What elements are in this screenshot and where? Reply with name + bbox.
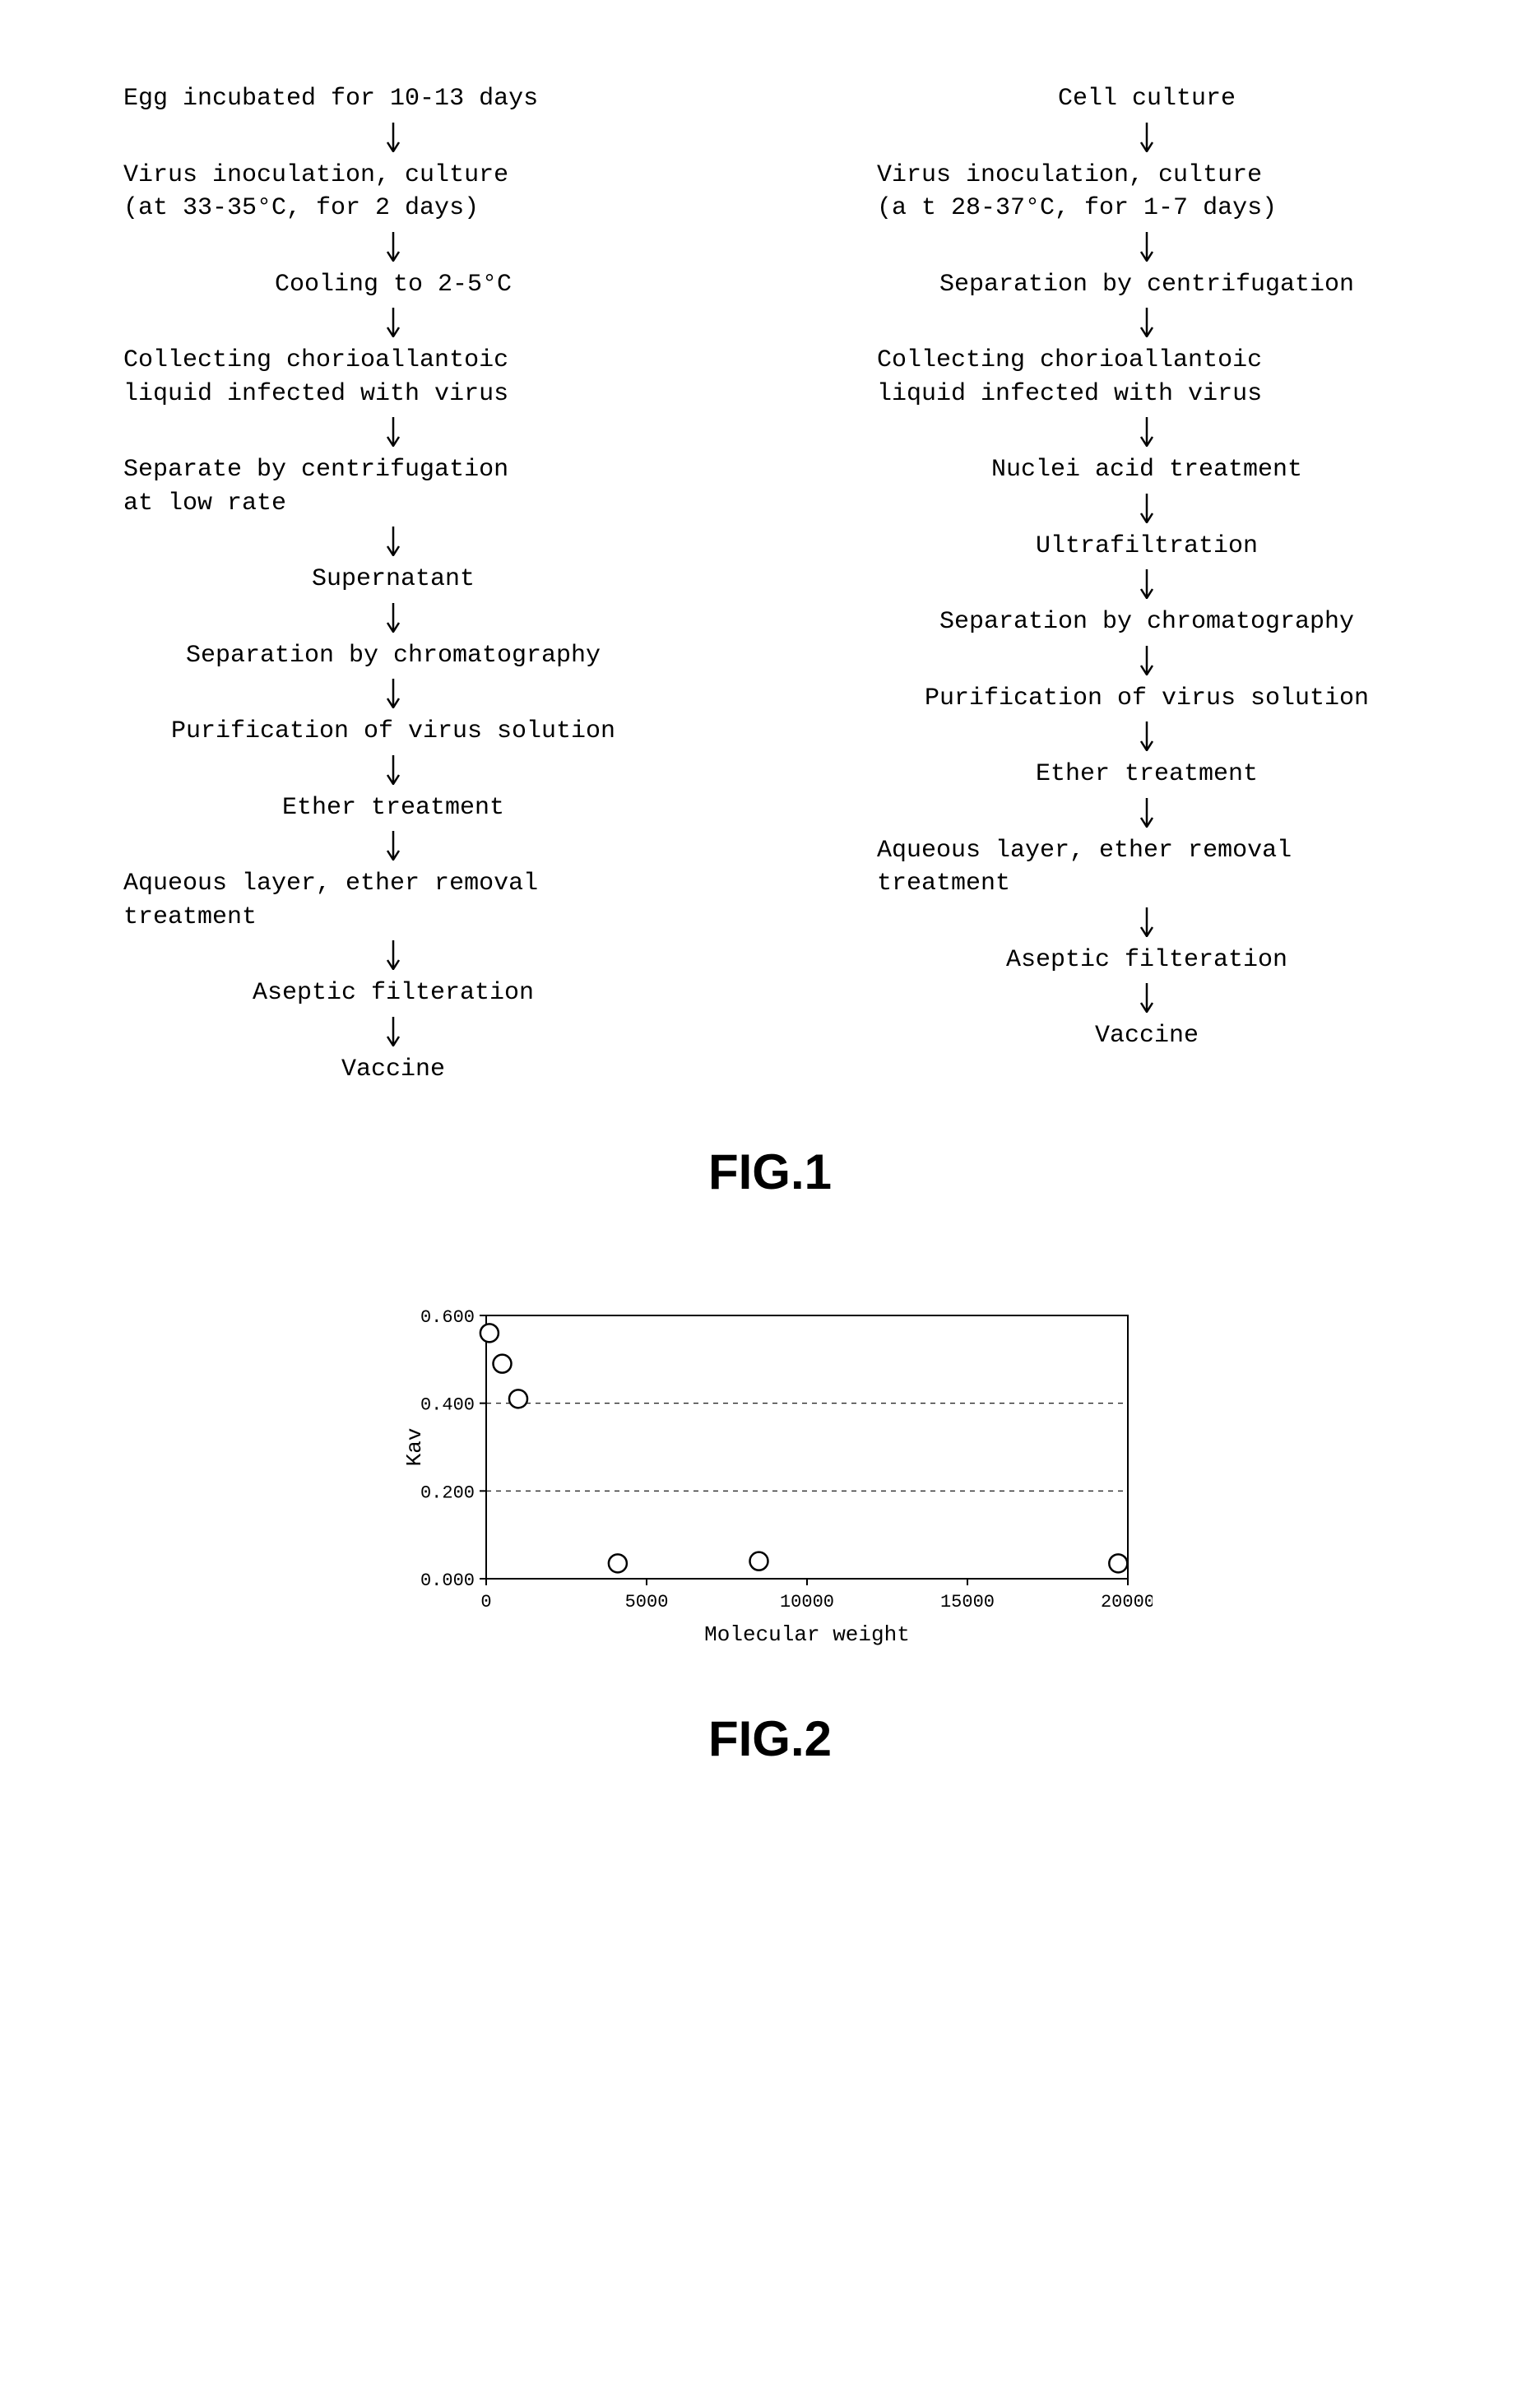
- flow-arrow-icon: [1139, 123, 1155, 152]
- flow-arrow-icon: [385, 1017, 401, 1046]
- flow-node: Nuclei acid treatment: [991, 453, 1302, 487]
- flow-node: Egg incubated for 10-13 days: [99, 82, 538, 116]
- flow-arrow-icon: [1139, 798, 1155, 828]
- flow-node: Vaccine: [1095, 1019, 1199, 1053]
- flow-node: Purification of virus solution: [925, 682, 1369, 716]
- flow-arrow-icon: [385, 940, 401, 970]
- flow-node: Ultrafiltration: [1036, 530, 1258, 564]
- figure-1-container: Egg incubated for 10-13 days Virus inocu…: [99, 82, 1441, 1200]
- y-tick-label: 0.600: [420, 1307, 475, 1328]
- flow-node: Vaccine: [341, 1053, 445, 1087]
- flow-arrow-icon: [385, 123, 401, 152]
- flow-arrow-icon: [1139, 721, 1155, 751]
- plot-area: [486, 1315, 1128, 1579]
- flow-node: Separate by centrifugation at low rate: [99, 453, 508, 520]
- x-tick-label: 20000: [1101, 1592, 1153, 1612]
- y-tick-label: 0.000: [420, 1570, 475, 1591]
- flow-arrow-icon: [385, 527, 401, 556]
- figure-2-container: 0.000 0.200 0.400 0.600 0 5000 10000 15000 20000…: [99, 1299, 1441, 1767]
- x-tick-label: 15000: [940, 1592, 995, 1612]
- flowcharts-wrapper: Egg incubated for 10-13 days Virus inocu…: [99, 82, 1441, 1086]
- data-point: [480, 1324, 499, 1342]
- flow-arrow-icon: [385, 417, 401, 447]
- data-point: [750, 1552, 768, 1570]
- scatter-chart: 0.000 0.200 0.400 0.600 0 5000 10000 15000 20000…: [387, 1299, 1153, 1653]
- flow-node: Collecting chorioallantoic liquid infect…: [99, 344, 508, 411]
- flow-node: Ether treatment: [282, 791, 504, 825]
- flow-arrow-icon: [1139, 494, 1155, 523]
- x-tick-label: 5000: [625, 1592, 669, 1612]
- flow-arrow-icon: [1139, 308, 1155, 337]
- flow-arrow-icon: [1139, 417, 1155, 447]
- flow-node: Separation by chromatography: [939, 605, 1354, 639]
- flow-arrow-icon: [385, 308, 401, 337]
- flow-node: Separation by chromatography: [186, 639, 601, 673]
- flow-arrow-icon: [1139, 646, 1155, 675]
- flow-node: Aqueous layer, ether removal treatment: [99, 867, 538, 934]
- flow-node: Cooling to 2-5°C: [275, 268, 512, 302]
- x-axis-label: Molecular weight: [704, 1622, 910, 1647]
- flowchart-right: Cell culture Virus inoculation, culture …: [852, 82, 1441, 1086]
- flow-node: Cell culture: [1058, 82, 1236, 116]
- flow-arrow-icon: [385, 603, 401, 633]
- flow-node: Purification of virus solution: [171, 715, 615, 749]
- flow-node: Aqueous layer, ether removal treatment: [852, 834, 1292, 901]
- y-tick-label: 0.200: [420, 1482, 475, 1503]
- flow-node: Ether treatment: [1036, 758, 1258, 791]
- data-point: [1109, 1554, 1127, 1572]
- flow-arrow-icon: [385, 755, 401, 785]
- flow-node: Aseptic filteration: [1006, 944, 1287, 977]
- flow-arrow-icon: [1139, 569, 1155, 599]
- data-point: [494, 1355, 512, 1373]
- flow-node: Virus inoculation, culture (at 33-35°C, …: [99, 159, 508, 225]
- flowchart-left: Egg incubated for 10-13 days Virus inocu…: [99, 82, 688, 1086]
- data-point: [609, 1554, 627, 1572]
- figure-1-label: FIG.1: [708, 1144, 832, 1200]
- flow-arrow-icon: [1139, 983, 1155, 1013]
- flow-arrow-icon: [1139, 907, 1155, 937]
- flow-arrow-icon: [385, 831, 401, 861]
- x-tick-label: 0: [480, 1592, 491, 1612]
- flow-node: Collecting chorioallantoic liquid infect…: [852, 344, 1262, 411]
- flow-arrow-icon: [385, 679, 401, 708]
- flow-arrow-icon: [385, 232, 401, 262]
- x-tick-label: 10000: [780, 1592, 834, 1612]
- y-tick-label: 0.400: [420, 1395, 475, 1416]
- y-axis-label: Kav: [402, 1428, 427, 1467]
- flow-node: Supernatant: [312, 563, 475, 596]
- figure-2-label: FIG.2: [708, 1710, 832, 1767]
- data-point: [509, 1390, 527, 1408]
- flow-node: Virus inoculation, culture (a t 28-37°C,…: [852, 159, 1277, 225]
- flow-arrow-icon: [1139, 232, 1155, 262]
- flow-node: Aseptic filteration: [253, 977, 534, 1010]
- flow-node: Separation by centrifugation: [939, 268, 1354, 302]
